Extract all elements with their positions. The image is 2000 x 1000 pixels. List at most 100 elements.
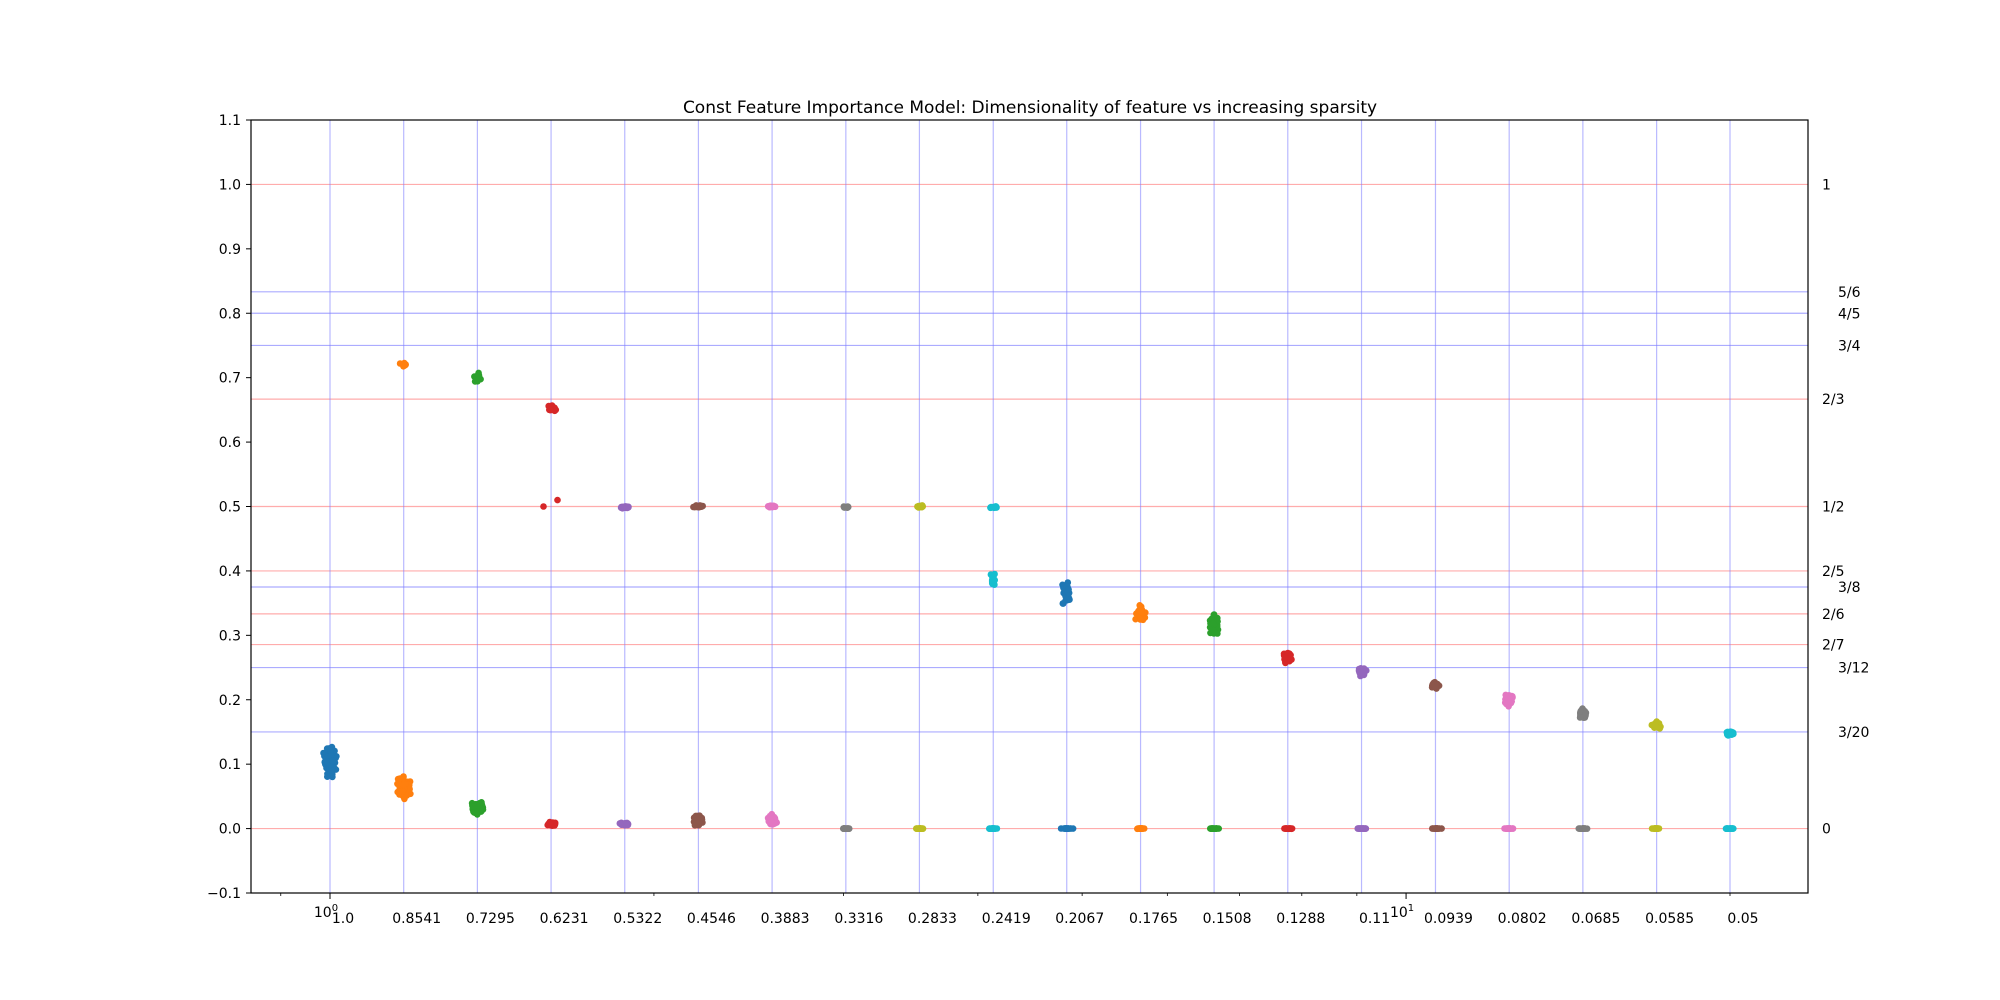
data-point	[1429, 825, 1436, 832]
series-column	[1280, 649, 1296, 833]
data-point	[1576, 714, 1584, 721]
data-point	[623, 821, 630, 829]
data-point	[540, 503, 547, 510]
y-tick-label: 0.4	[219, 564, 241, 580]
data-point	[1726, 729, 1734, 736]
x-tick-label: 0.1765	[1129, 911, 1178, 927]
y-axis: −0.1 0.0 0.1 0.2 0.3 0.4 0.5 0.6 0.7 0.8 0.9 1.0 1.1	[207, 113, 251, 902]
x-tick-label: 1.0	[332, 911, 354, 927]
series-column	[1648, 718, 1664, 832]
y-tick-label: 0.8	[219, 306, 241, 322]
data-point	[844, 504, 851, 511]
series-column	[840, 503, 853, 832]
data-point	[987, 504, 995, 511]
data-point	[547, 821, 554, 828]
series-column	[986, 503, 1001, 832]
x-tick-label: 0.05	[1727, 911, 1758, 927]
data-point	[616, 820, 624, 827]
data-point	[1139, 825, 1146, 832]
reference-line-labels: 1 5/6 4/5 3/4 2/3 1/2 2/53/8 2/6 2/7 3/12 3/20 0	[1822, 177, 1869, 837]
x-tick-label: 0.3316	[834, 911, 883, 927]
series-column	[320, 743, 340, 781]
x-tick-label: 0.0939	[1424, 911, 1473, 927]
data-point	[1210, 611, 1218, 618]
x-major-tick-label: 100	[314, 903, 338, 921]
reference-line-label: 2/6	[1822, 607, 1845, 623]
data-point	[991, 825, 999, 832]
data-point	[1582, 825, 1589, 832]
reference-line-label: 3/12	[1838, 661, 1869, 677]
series-column	[690, 502, 706, 829]
data-point	[1209, 620, 1217, 627]
x-tick-label: 0.6231	[540, 911, 589, 927]
data-point	[1436, 825, 1443, 832]
reference-lines	[251, 183, 1808, 830]
data-point	[1722, 825, 1730, 832]
x-tick-label: 0.4546	[687, 911, 736, 927]
x-tick-label: 0.3883	[761, 911, 810, 927]
series-column	[1575, 705, 1591, 832]
x-tick-label: 0.2419	[982, 911, 1031, 927]
series-column	[468, 369, 487, 818]
x-tick-label: 0.8541	[392, 911, 441, 927]
reference-line-label: 1	[1822, 177, 1831, 193]
data-point	[478, 805, 485, 813]
x-tick-label: 0.0585	[1645, 911, 1694, 927]
data-point	[324, 773, 331, 780]
x-tick-label: 0.5322	[613, 911, 662, 927]
data-point	[1210, 627, 1218, 635]
data-point	[1502, 692, 1510, 700]
y-tick-label: 1.1	[219, 113, 241, 129]
data-point	[396, 775, 404, 782]
x-tick-label: 0.2833	[908, 911, 957, 927]
data-point	[473, 810, 481, 817]
y-tick-label: −0.1	[207, 886, 241, 902]
data-point	[470, 803, 477, 810]
y-tick-label: 0.0	[219, 822, 241, 838]
data-point	[327, 747, 334, 755]
data-point	[401, 795, 408, 803]
data-point	[400, 361, 408, 368]
data-point	[624, 503, 632, 511]
scatter-points	[320, 359, 1737, 833]
data-point	[691, 822, 699, 829]
data-point	[694, 814, 702, 821]
data-point	[328, 757, 336, 765]
reference-line-label: 5/6	[1838, 285, 1861, 301]
data-point	[1281, 654, 1288, 662]
data-point	[1065, 586, 1072, 593]
data-point	[1652, 722, 1659, 730]
series-column	[394, 359, 414, 803]
data-point	[991, 570, 998, 578]
x-tick-label: 0.1508	[1203, 911, 1252, 927]
data-point	[1727, 825, 1735, 832]
y-tick-label: 0.2	[219, 693, 241, 709]
data-point	[475, 369, 482, 377]
data-point	[845, 825, 853, 832]
series-column	[1132, 602, 1149, 833]
data-point	[1577, 707, 1584, 715]
x-axis: 1.0 0.8541 0.7295 0.6231 0.5322 0.4546 0.3883 0…	[280, 893, 1759, 927]
series-column	[913, 502, 927, 832]
data-point	[764, 503, 772, 510]
data-point	[554, 496, 561, 504]
series-column	[1354, 665, 1370, 832]
y-tick-label: 0.5	[219, 500, 241, 516]
data-point	[919, 825, 927, 832]
data-point	[1210, 825, 1217, 832]
y-tick-label: 0.1	[219, 757, 241, 773]
y-tick-label: 1.0	[219, 177, 241, 193]
series-column	[1206, 611, 1222, 832]
y-tick-label: 0.9	[219, 242, 241, 258]
series-column	[1057, 579, 1077, 832]
y-tick-label: 0.7	[219, 371, 241, 387]
x-tick-label: 0.2067	[1055, 911, 1104, 927]
y-tick-label: 0.6	[219, 435, 241, 451]
reference-line-label: 3/8	[1838, 580, 1861, 596]
series-column	[1722, 728, 1737, 832]
data-point	[1136, 606, 1143, 614]
data-point	[992, 503, 1000, 510]
series-column	[1501, 691, 1517, 832]
